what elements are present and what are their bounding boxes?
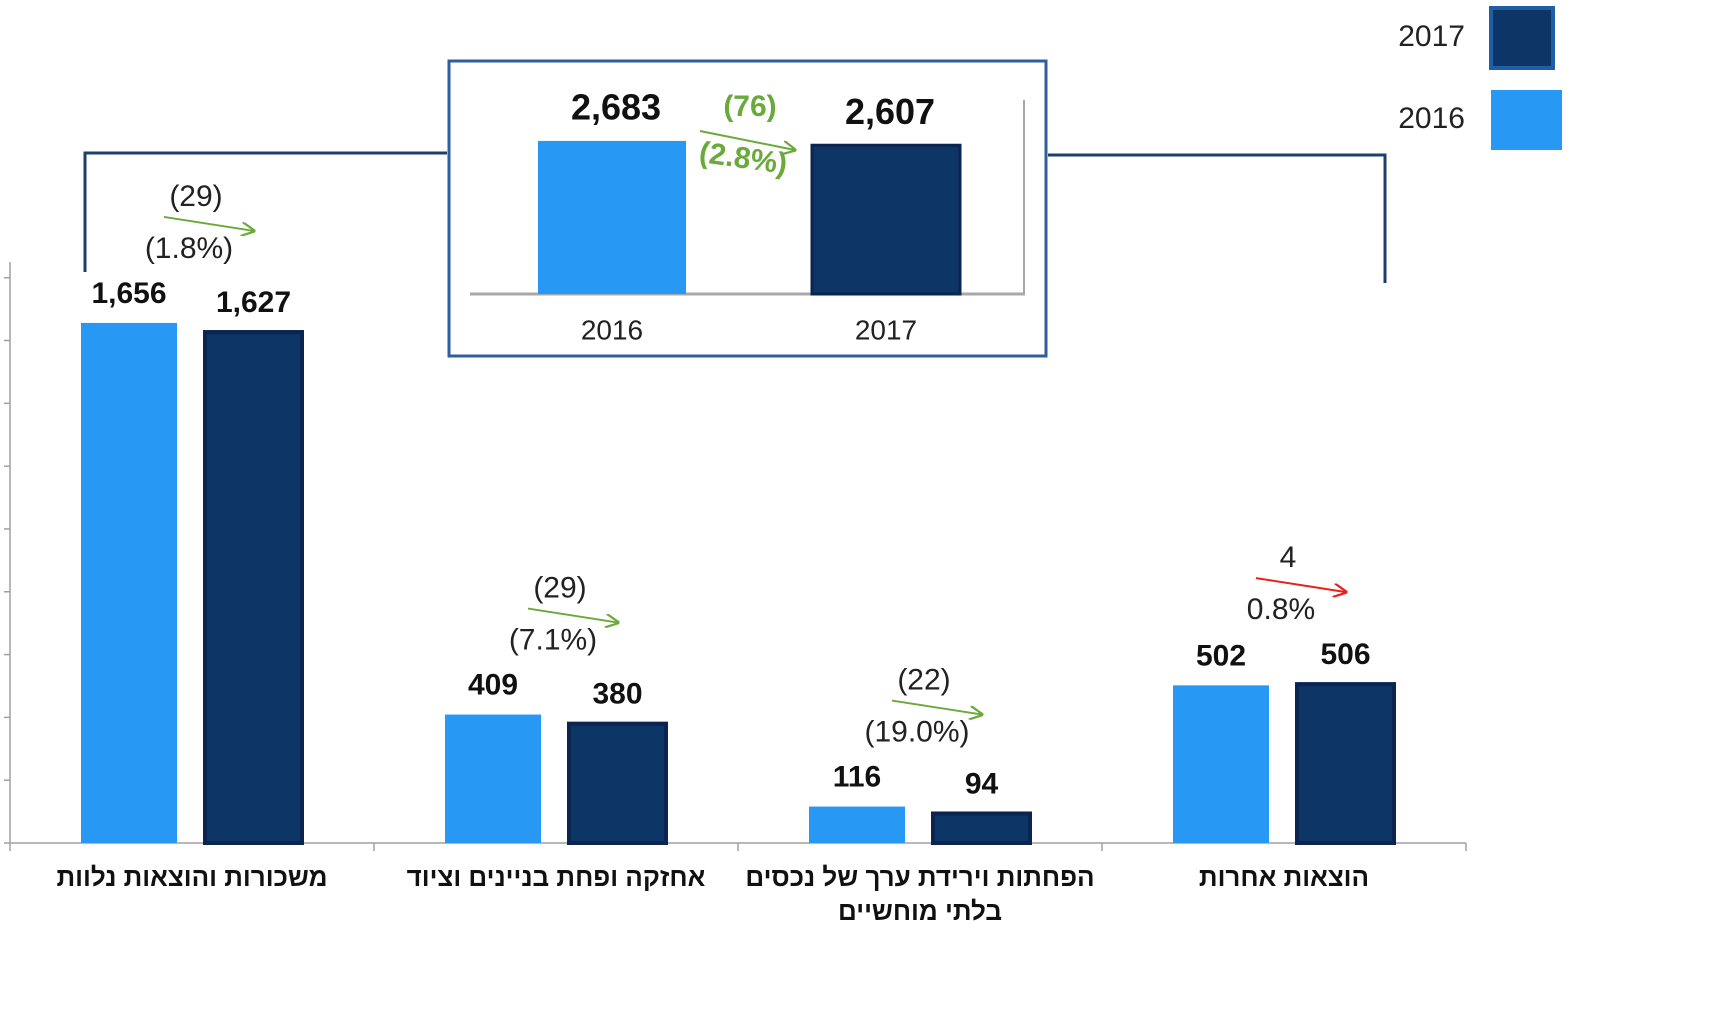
value-label: 1,656	[91, 277, 166, 310]
change-arrow	[891, 699, 982, 715]
value-label: 380	[592, 678, 642, 711]
inset-bar	[538, 140, 686, 294]
change-arrow	[163, 215, 254, 231]
bar	[567, 721, 668, 846]
change-label: (22)	[897, 663, 950, 696]
change-arrow	[527, 607, 618, 623]
legend-label: 2016	[1398, 102, 1465, 135]
x-tick-label: הפחתות וירידת ערך של נכסים בלתי מוחשיים	[745, 862, 1095, 926]
change-label: (29)	[169, 180, 222, 213]
value-label: 94	[965, 767, 999, 800]
bar	[203, 330, 304, 845]
change-label: (29)	[533, 571, 586, 604]
legend-label: 2017	[1398, 20, 1465, 53]
x-tick-label: משכורות והוצאות נלוות	[56, 862, 328, 892]
percent-label: 0.8%	[1247, 593, 1315, 626]
value-label: 1,627	[216, 286, 291, 319]
bar	[445, 714, 541, 843]
inset-value-label: 2,607	[845, 91, 935, 132]
value-label: 116	[833, 760, 881, 793]
inset-x-label: 2016	[581, 314, 643, 345]
bar	[809, 806, 905, 843]
change-arrow	[1255, 577, 1346, 592]
bar	[1295, 682, 1396, 845]
bracket-right	[1048, 153, 1387, 283]
percent-label: (7.1%)	[509, 623, 597, 656]
inset-change-label: (76)	[723, 90, 776, 123]
legend-swatch	[1489, 6, 1555, 70]
inset-x-label: 2017	[855, 314, 917, 345]
bar	[931, 811, 1032, 846]
inset-bar	[810, 143, 962, 296]
bar	[81, 322, 177, 843]
bracket-left	[83, 151, 447, 272]
legend-swatch	[1491, 90, 1562, 150]
value-label: 506	[1320, 638, 1370, 671]
value-label: 502	[1196, 639, 1246, 672]
percent-label: (19.0%)	[864, 715, 969, 748]
value-label: 409	[468, 668, 518, 701]
change-label: 4	[1280, 541, 1297, 574]
inset-value-label: 2,683	[571, 86, 661, 127]
x-tick-label: הוצאות אחרות	[1198, 862, 1370, 892]
x-tick-label: אחזקה ופחת בניינים וציוד	[406, 862, 706, 892]
inset-change-arrow	[699, 130, 795, 150]
percent-label: (1.8%)	[145, 232, 233, 265]
bar	[1173, 685, 1269, 843]
